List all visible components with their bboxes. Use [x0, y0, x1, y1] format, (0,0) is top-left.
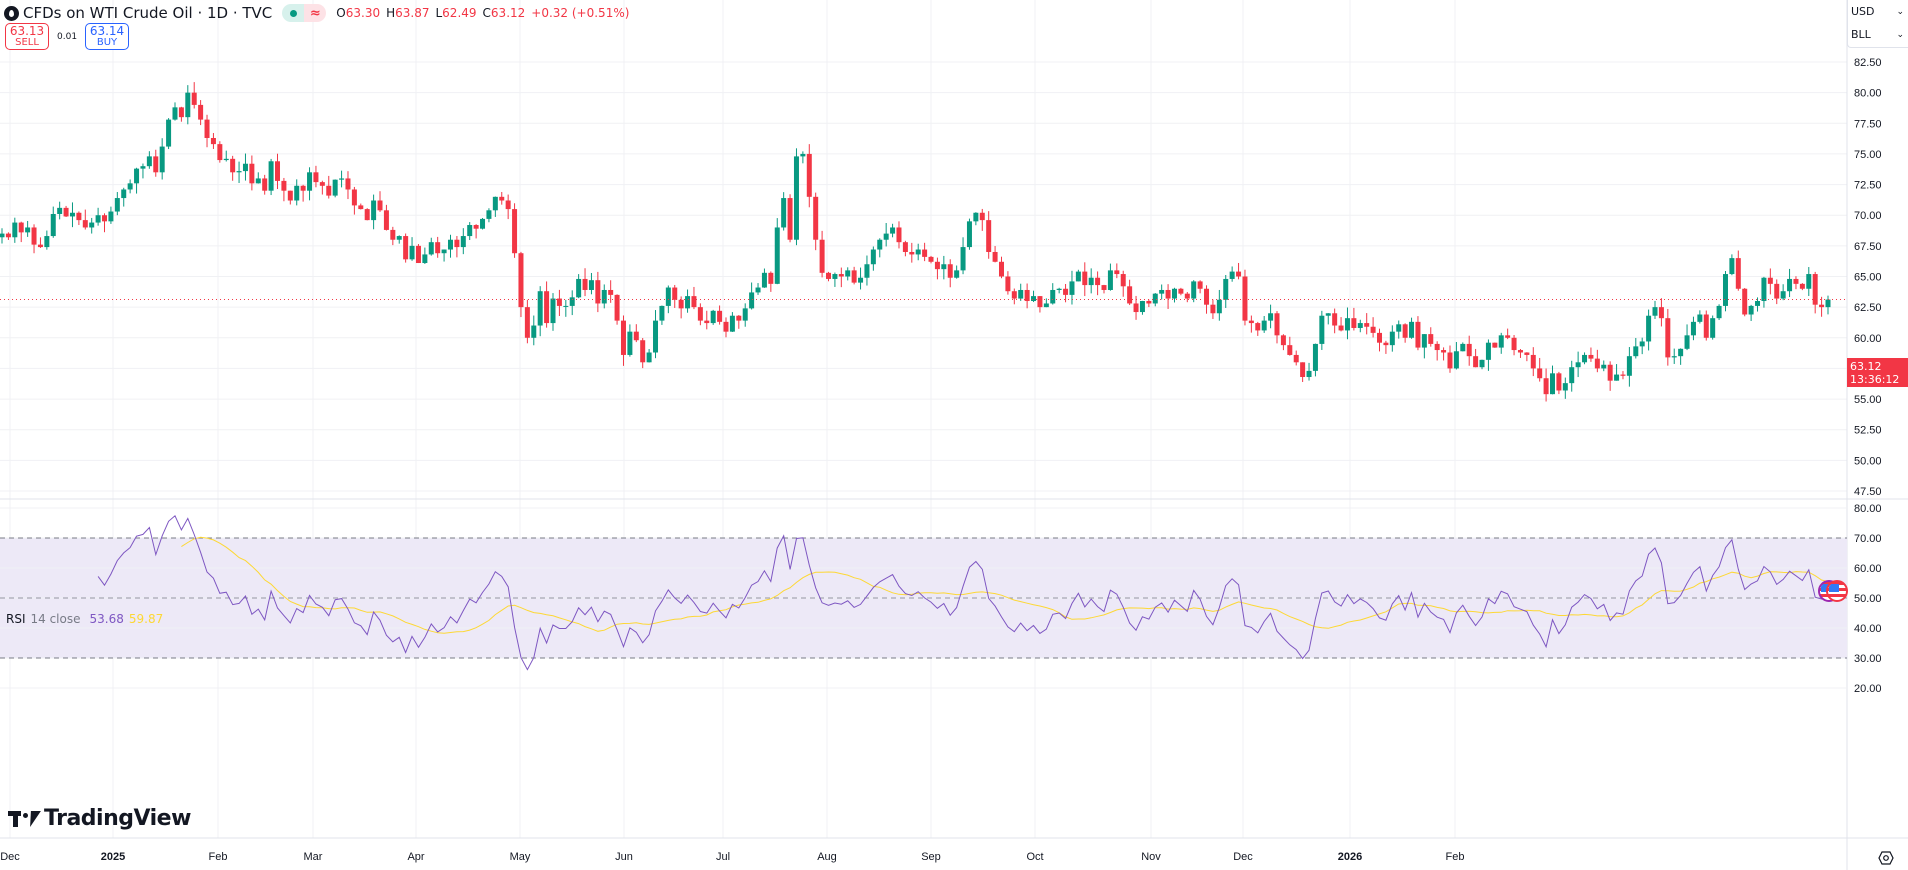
svg-text:20.00: 20.00	[1854, 683, 1882, 695]
unit-label: BLL	[1851, 28, 1871, 41]
svg-text:60.00: 60.00	[1854, 333, 1882, 345]
svg-text:47.50: 47.50	[1854, 486, 1882, 498]
svg-text:80.00: 80.00	[1854, 503, 1882, 515]
svg-text:70.00: 70.00	[1854, 533, 1882, 545]
svg-text:77.50: 77.50	[1854, 118, 1882, 130]
svg-text:62.50: 62.50	[1854, 302, 1882, 314]
sell-button[interactable]: 63.13 SELL	[5, 23, 49, 50]
bar-countdown: 13:36:12	[1850, 373, 1900, 386]
svg-text:80.00: 80.00	[1854, 88, 1882, 100]
ohlc-values: O63.30 H63.87 L62.49 C63.12	[336, 6, 525, 20]
svg-text:2026: 2026	[1338, 851, 1362, 863]
svg-text:Feb: Feb	[1446, 851, 1465, 863]
currency-dropdown[interactable]: USD ⌄	[1848, 0, 1908, 23]
svg-text:Mar: Mar	[304, 851, 323, 863]
svg-text:70.00: 70.00	[1854, 210, 1882, 222]
svg-text:Jul: Jul	[716, 851, 730, 863]
rsi-value: 53.68	[89, 612, 124, 626]
svg-text:Nov: Nov	[1141, 851, 1161, 863]
us-flag-event-icon[interactable]	[1826, 580, 1848, 602]
svg-text:30.00: 30.00	[1854, 653, 1882, 665]
sell-label: SELL	[15, 36, 39, 48]
chevron-down-icon: ⌄	[1896, 6, 1904, 17]
unit-dropdown[interactable]: BLL ⌄	[1848, 23, 1908, 46]
open-value: 63.30	[345, 6, 381, 20]
spread-value: 0.01	[57, 31, 78, 42]
logo-text: TradingView	[44, 806, 191, 831]
svg-text:Sep: Sep	[921, 851, 941, 863]
svg-text:Dec: Dec	[1233, 851, 1253, 863]
approx-delayed-icon: ≈	[304, 4, 327, 22]
svg-text:2025: 2025	[101, 851, 125, 863]
svg-text:52.50: 52.50	[1854, 425, 1882, 437]
rsi-params: 14 close	[30, 612, 81, 626]
svg-text:55.00: 55.00	[1854, 394, 1882, 406]
currency-unit-selector: USD ⌄ BLL ⌄	[1847, 0, 1908, 48]
buy-button[interactable]: 63.14 BUY	[85, 23, 129, 50]
close-value: 63.12	[490, 6, 526, 20]
svg-text:67.50: 67.50	[1854, 241, 1882, 253]
svg-text:50.00: 50.00	[1854, 455, 1882, 467]
tradingview-logo[interactable]: TradingView	[8, 806, 191, 831]
low-value: 62.49	[442, 6, 477, 20]
rsi-name: RSI	[6, 612, 26, 626]
buy-price: 63.14	[89, 23, 125, 38]
svg-text:Apr: Apr	[407, 851, 424, 863]
price-change: +0.32 (+0.51%)	[531, 6, 630, 20]
buy-label: BUY	[96, 36, 118, 48]
svg-text:Jun: Jun	[615, 851, 633, 863]
chevron-down-icon: ⌄	[1896, 29, 1904, 40]
symbol-legend: CFDs on WTI Crude Oil · 1D · TVC ≈ O63.3…	[4, 2, 629, 24]
tradingview-mark-icon	[8, 810, 41, 827]
svg-text:40.00: 40.00	[1854, 623, 1882, 635]
svg-text:82.50: 82.50	[1854, 57, 1882, 69]
sell-price: 63.13	[9, 23, 45, 38]
high-label: H	[386, 6, 396, 20]
last-price-tag: 63.12 13:36:12	[1847, 358, 1908, 387]
svg-text:Oct: Oct	[1026, 851, 1043, 863]
svg-text:65.00: 65.00	[1854, 272, 1882, 284]
svg-text:75.00: 75.00	[1854, 149, 1882, 161]
svg-text:Dec: Dec	[0, 851, 20, 863]
currency-label: USD	[1851, 5, 1875, 18]
svg-text:Aug: Aug	[817, 851, 837, 863]
rsi-ma-value: 59.87	[128, 612, 164, 626]
trade-panel: 63.13 SELL 0.01 63.14 BUY	[5, 23, 129, 50]
rsi-legend[interactable]: RSI 14 close 53.68 59.87	[6, 612, 163, 626]
low-label: L	[435, 6, 443, 20]
settings-hexagon-icon[interactable]	[1878, 850, 1894, 866]
oil-drop-icon	[4, 5, 19, 21]
open-label: O	[336, 6, 346, 20]
market-open-dot-icon	[282, 4, 305, 22]
svg-text:Feb: Feb	[209, 851, 228, 863]
market-status-badge[interactable]: ≈	[282, 4, 327, 22]
svg-text:72.50: 72.50	[1854, 180, 1882, 192]
symbol-title[interactable]: CFDs on WTI Crude Oil · 1D · TVC	[23, 4, 273, 22]
svg-text:60.00: 60.00	[1854, 563, 1882, 575]
svg-text:May: May	[510, 851, 531, 863]
svg-text:50.00: 50.00	[1854, 593, 1882, 605]
close-label: C	[482, 6, 491, 20]
high-value: 63.87	[395, 6, 430, 20]
last-price-value: 63.12	[1850, 360, 1882, 373]
